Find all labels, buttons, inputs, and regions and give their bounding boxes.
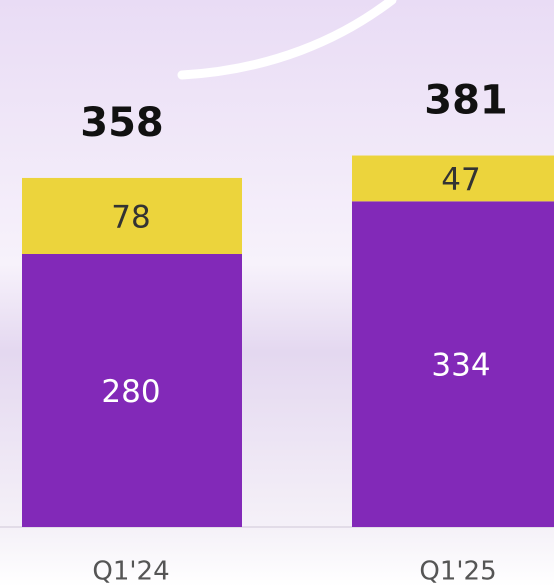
bar-segment — [352, 201, 554, 527]
bar-segment — [352, 155, 554, 202]
trend-arrow — [177, 0, 397, 80]
segment-label: 334 — [431, 348, 490, 384]
segment-label: 78 — [111, 199, 150, 235]
segment-label: 47 — [441, 162, 480, 198]
bar-segment — [22, 254, 242, 527]
x-tick-label: Q1'24 — [92, 557, 169, 587]
segment-label: 280 — [101, 374, 160, 410]
total-label: 358 — [80, 100, 164, 146]
x-tick-label: Q1'25 — [419, 557, 496, 587]
total-label: 381 — [424, 78, 508, 124]
bar-segment — [22, 177, 242, 254]
